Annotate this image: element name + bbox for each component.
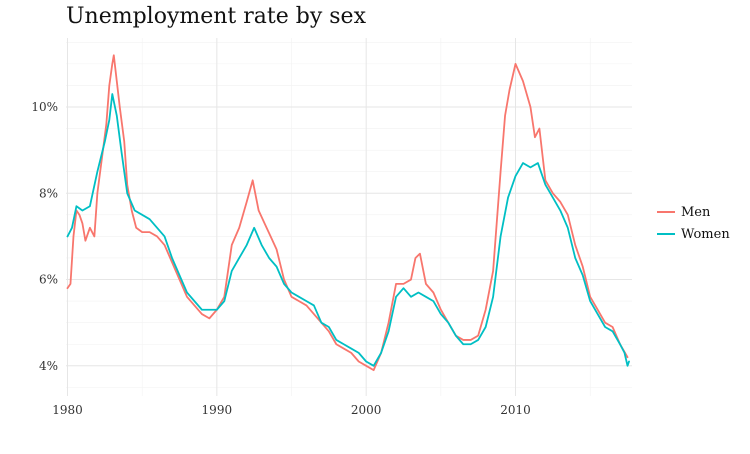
series-lines [66, 54, 630, 372]
legend: Men Women [657, 205, 730, 242]
legend-label-men: Men [681, 205, 711, 220]
axis-labels: 4% 6% 8% 10% 1980 1990 2000 2010 [31, 100, 530, 417]
x-tick-label: 1990 [202, 403, 233, 417]
x-tick-label: 1980 [52, 403, 83, 417]
y-tick-label: 10% [31, 100, 58, 114]
y-tick-label: 8% [39, 186, 58, 200]
chart-title: Unemployment rate by sex [66, 4, 366, 29]
x-tick-label: 2000 [351, 403, 382, 417]
series-line-women [66, 93, 630, 367]
grid-layer [66, 38, 632, 396]
x-tick-label: 2010 [500, 403, 531, 417]
legend-label-women: Women [681, 227, 730, 242]
series-line-men [66, 54, 629, 372]
y-tick-label: 6% [39, 273, 58, 287]
y-tick-label: 4% [39, 359, 58, 373]
